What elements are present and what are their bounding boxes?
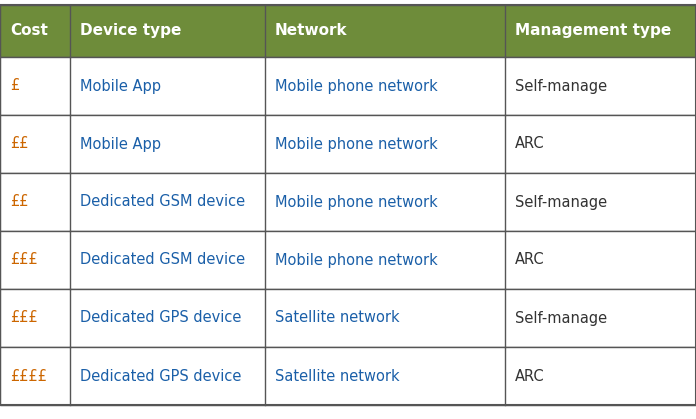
Text: ££££: ££££	[10, 368, 47, 383]
Text: ARC: ARC	[515, 368, 545, 383]
Bar	[0, 289, 696, 347]
Text: Management type: Management type	[515, 23, 671, 39]
Text: ££: ££	[10, 137, 29, 152]
Bar	[0, 231, 696, 289]
Text: Mobile phone network: Mobile phone network	[275, 78, 438, 93]
Bar	[0, 347, 696, 405]
Text: Mobile App: Mobile App	[80, 137, 161, 152]
Bar	[0, 5, 696, 57]
Text: Cost: Cost	[10, 23, 48, 39]
Bar	[0, 173, 696, 231]
Text: Dedicated GSM device: Dedicated GSM device	[80, 253, 245, 267]
Text: ARC: ARC	[515, 253, 545, 267]
Text: Satellite network: Satellite network	[275, 310, 400, 326]
Text: Self-manage: Self-manage	[515, 78, 607, 93]
Text: ARC: ARC	[515, 137, 545, 152]
Text: Self-manage: Self-manage	[515, 310, 607, 326]
Text: £££: £££	[10, 253, 38, 267]
Text: Mobile App: Mobile App	[80, 78, 161, 93]
Text: Dedicated GPS device: Dedicated GPS device	[80, 368, 242, 383]
Text: Mobile phone network: Mobile phone network	[275, 194, 438, 210]
Text: Dedicated GSM device: Dedicated GSM device	[80, 194, 245, 210]
Text: ££: ££	[10, 194, 29, 210]
Bar	[0, 115, 696, 173]
Text: Network: Network	[275, 23, 347, 39]
Text: Dedicated GPS device: Dedicated GPS device	[80, 310, 242, 326]
Text: £££: £££	[10, 310, 38, 326]
Text: Mobile phone network: Mobile phone network	[275, 253, 438, 267]
Text: £: £	[10, 78, 19, 93]
Text: Device type: Device type	[80, 23, 182, 39]
Text: Mobile phone network: Mobile phone network	[275, 137, 438, 152]
Text: Satellite network: Satellite network	[275, 368, 400, 383]
Text: Self-manage: Self-manage	[515, 194, 607, 210]
Bar	[0, 57, 696, 115]
